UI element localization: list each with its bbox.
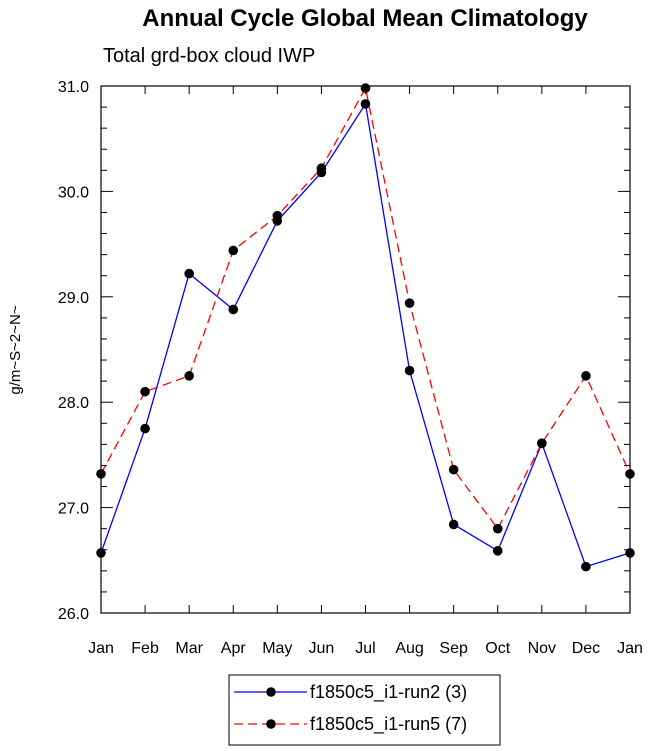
x-tick-label: Aug — [395, 640, 423, 657]
x-tick-label: Apr — [221, 640, 247, 657]
series-1-point — [228, 304, 239, 315]
series-1-point — [492, 546, 503, 556]
x-tick-label: Dec — [572, 640, 600, 657]
legend-label-2: f1850c5_i1-run5 (7) — [310, 714, 467, 735]
series-2-point — [404, 298, 415, 308]
legend-box — [228, 674, 501, 746]
series-1-point — [96, 548, 106, 558]
y-axis-label: g/m~S~2~N~ — [7, 305, 24, 394]
series-2-point — [228, 245, 239, 256]
x-tick-label: Jul — [355, 640, 375, 657]
series-2-point — [360, 83, 371, 93]
series-2-point — [184, 371, 194, 381]
series-2-point — [581, 371, 591, 381]
series-1-point — [140, 423, 150, 434]
legend-marker-1 — [266, 687, 276, 697]
x-tick-label: Mar — [175, 640, 203, 657]
series-2-point — [316, 163, 327, 174]
series-1-point — [360, 99, 371, 109]
series-2-point — [448, 464, 459, 475]
x-tick-label: Jan — [617, 640, 643, 657]
series-2-point — [96, 469, 106, 479]
x-tick-label: Nov — [528, 640, 556, 657]
y-tick-label: 26.0 — [58, 606, 89, 623]
y-tick-label: 29.0 — [58, 290, 89, 307]
chart-title: Annual Cycle Global Mean Climatology — [142, 5, 588, 32]
series-layer — [96, 83, 635, 572]
series-2-point — [140, 386, 150, 397]
series-line-1 — [100, 102, 631, 568]
y-tick-label: 30.0 — [58, 184, 89, 201]
series-1-point — [448, 519, 459, 530]
series-1-point — [625, 548, 635, 558]
series-2-point — [537, 438, 547, 449]
y-tick-labels: 26.0 27.0 28.0 29.0 30.0 31.0 — [58, 79, 89, 623]
x-tick-label: Oct — [485, 640, 510, 657]
series-2-point — [272, 210, 283, 221]
series-line-2 — [100, 86, 631, 530]
x-tick-labels: Jan Feb Mar Apr May Jun Jul Aug Sep Oct Nov Dec Jan — [88, 640, 643, 657]
x-tick-label: Jun — [309, 640, 335, 657]
plot-border — [100, 85, 631, 614]
series-2-point — [492, 523, 503, 534]
y-tick-label: 27.0 — [58, 501, 89, 518]
legend-label-1: f1850c5_i1-run2 (3) — [310, 682, 467, 703]
y-tick-label: 28.0 — [58, 395, 89, 412]
x-tick-label: Jan — [88, 640, 114, 657]
series-1-point — [184, 268, 194, 279]
series-1-point — [404, 365, 415, 376]
legend-marker-2 — [266, 719, 276, 729]
series-2-point — [625, 469, 635, 479]
axis-ticks — [100, 85, 631, 614]
chart-subtitle: Total grd-box cloud IWP — [103, 45, 315, 67]
x-tick-label: May — [262, 640, 292, 657]
y-tick-label: 31.0 — [58, 79, 89, 96]
series-1-point — [581, 561, 591, 572]
plot-area — [100, 85, 631, 614]
x-tick-label: Sep — [439, 640, 468, 657]
x-tick-label: Feb — [131, 640, 159, 657]
legend: f1850c5_i1-run2 (3) f1850c5_i1-run5 (7) — [228, 674, 501, 746]
